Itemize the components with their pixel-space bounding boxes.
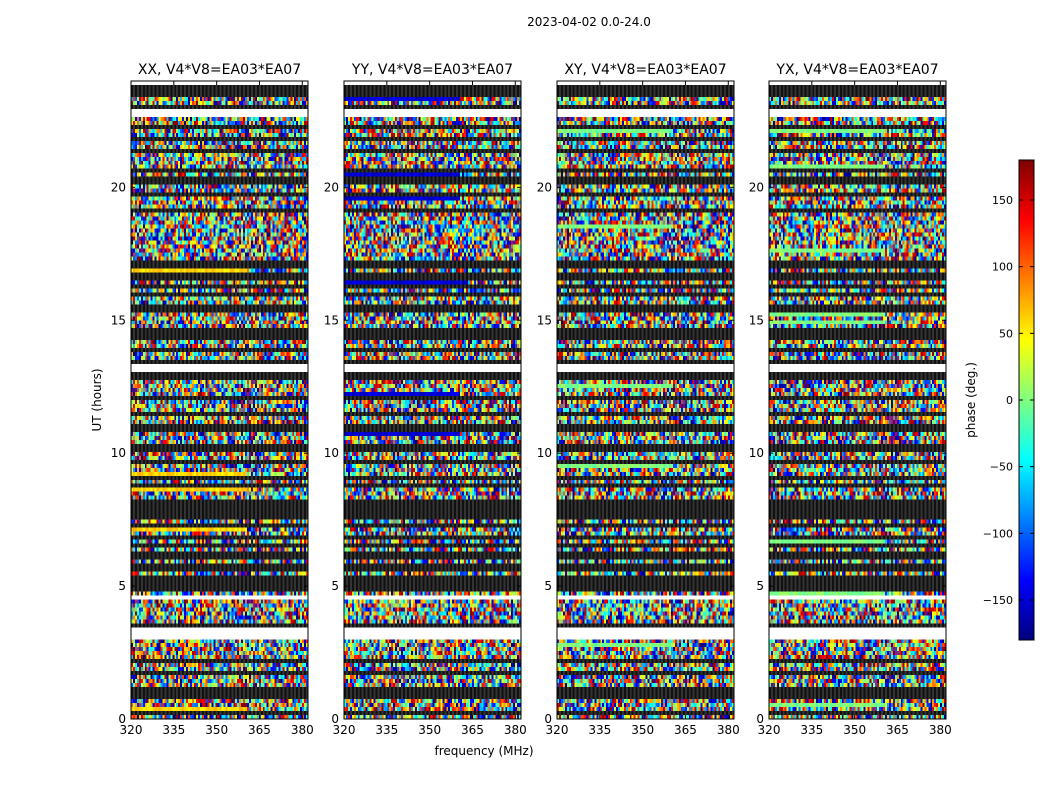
x-tick-label: 335: [800, 723, 823, 737]
x-tick-label: 380: [504, 723, 527, 737]
x-tick-label: 380: [929, 723, 952, 737]
colorbar-tick-label: 50: [999, 327, 1013, 340]
colorbar-tick-label: 100: [992, 261, 1013, 274]
colorbar-ticks: 150 100 50 0 −50 −100 −150: [983, 194, 1034, 607]
colorbar-tick-label: 0: [1006, 394, 1013, 407]
y-tick-label: 10: [324, 446, 339, 460]
panel: YX, V4*V8=EA03*EA07 320 335 350 365 380 0 5 10 15…: [749, 62, 952, 737]
x-tick-label: 380: [291, 723, 314, 737]
y-tick-label: 5: [118, 579, 126, 593]
axes-frame: [130, 80, 309, 720]
x-tick-label: 365: [461, 723, 484, 737]
x-tick-label: 335: [162, 723, 185, 737]
colorbar-label: phase (deg.): [964, 362, 978, 438]
y-tick-label: 0: [331, 712, 339, 726]
panels-group: XX, V4*V8=EA03*EA07 320 335 350 365 380 0 5 10 15…: [111, 62, 952, 737]
panel: XX, V4*V8=EA03*EA07 320 335 350 365 380 0 5 10 15…: [111, 62, 314, 737]
x-tick-label: 320: [546, 723, 569, 737]
axes-frame: [556, 80, 735, 720]
x-tick-label: 380: [717, 723, 740, 737]
y-tick-label: 15: [537, 313, 552, 327]
y-tick-label: 5: [331, 579, 339, 593]
y-tick-label: 0: [756, 712, 764, 726]
axes-frame: [343, 80, 522, 720]
y-tick-label: 10: [537, 446, 552, 460]
axes-frame: [768, 80, 947, 720]
x-axis-label: frequency (MHz): [434, 744, 533, 758]
phase-heatmap: [557, 81, 734, 719]
panel: XY, V4*V8=EA03*EA07 320 335 350 365 380 0 5 10 15…: [537, 62, 740, 737]
x-tick-label: 365: [674, 723, 697, 737]
phase-heatmap: [131, 81, 308, 719]
x-tick-label: 320: [758, 723, 781, 737]
panel-title: XX, V4*V8=EA03*EA07: [138, 62, 301, 78]
colorbar-tick-label: −150: [983, 594, 1013, 607]
y-tick-label: 5: [756, 579, 764, 593]
colorbar-tick-label: −50: [990, 461, 1013, 474]
panel: YY, V4*V8=EA03*EA07 320 335 350 365 380 0 5 10 15…: [324, 62, 527, 737]
colorbar: 150 100 50 0 −50 −100 −150 phase (deg.): [964, 159, 1035, 641]
x-tick-label: 350: [843, 723, 866, 737]
x-tick-label: 335: [375, 723, 398, 737]
panel-title: XY, V4*V8=EA03*EA07: [564, 62, 726, 78]
y-tick-label: 10: [749, 446, 764, 460]
panel-title: YY, V4*V8=EA03*EA07: [351, 62, 513, 78]
y-tick-label: 20: [324, 180, 339, 194]
phase-heatmap: [344, 81, 521, 719]
suptitle: 2023-04-02 0.0-24.0: [527, 15, 651, 29]
y-tick-label: 20: [749, 180, 764, 194]
x-tick-label: 365: [248, 723, 271, 737]
colorbar-tick-label: −100: [983, 527, 1013, 540]
y-axis-label: UT (hours): [90, 368, 104, 431]
x-tick-label: 350: [631, 723, 654, 737]
x-tick-label: 350: [418, 723, 441, 737]
x-tick-label: 335: [588, 723, 611, 737]
y-tick-label: 0: [118, 712, 126, 726]
y-tick-label: 5: [544, 579, 552, 593]
panel-title: YX, V4*V8=EA03*EA07: [775, 62, 938, 78]
y-tick-label: 15: [749, 313, 764, 327]
y-tick-label: 10: [111, 446, 126, 460]
x-tick-label: 350: [205, 723, 228, 737]
y-tick-label: 20: [537, 180, 552, 194]
y-tick-label: 15: [324, 313, 339, 327]
x-tick-label: 320: [333, 723, 356, 737]
phase-heatmap: [769, 81, 946, 719]
colorbar-tick-label: 150: [992, 194, 1013, 207]
y-tick-label: 0: [544, 712, 552, 726]
x-tick-label: 320: [120, 723, 143, 737]
x-tick-label: 365: [886, 723, 909, 737]
y-tick-label: 15: [111, 313, 126, 327]
y-tick-label: 20: [111, 180, 126, 194]
